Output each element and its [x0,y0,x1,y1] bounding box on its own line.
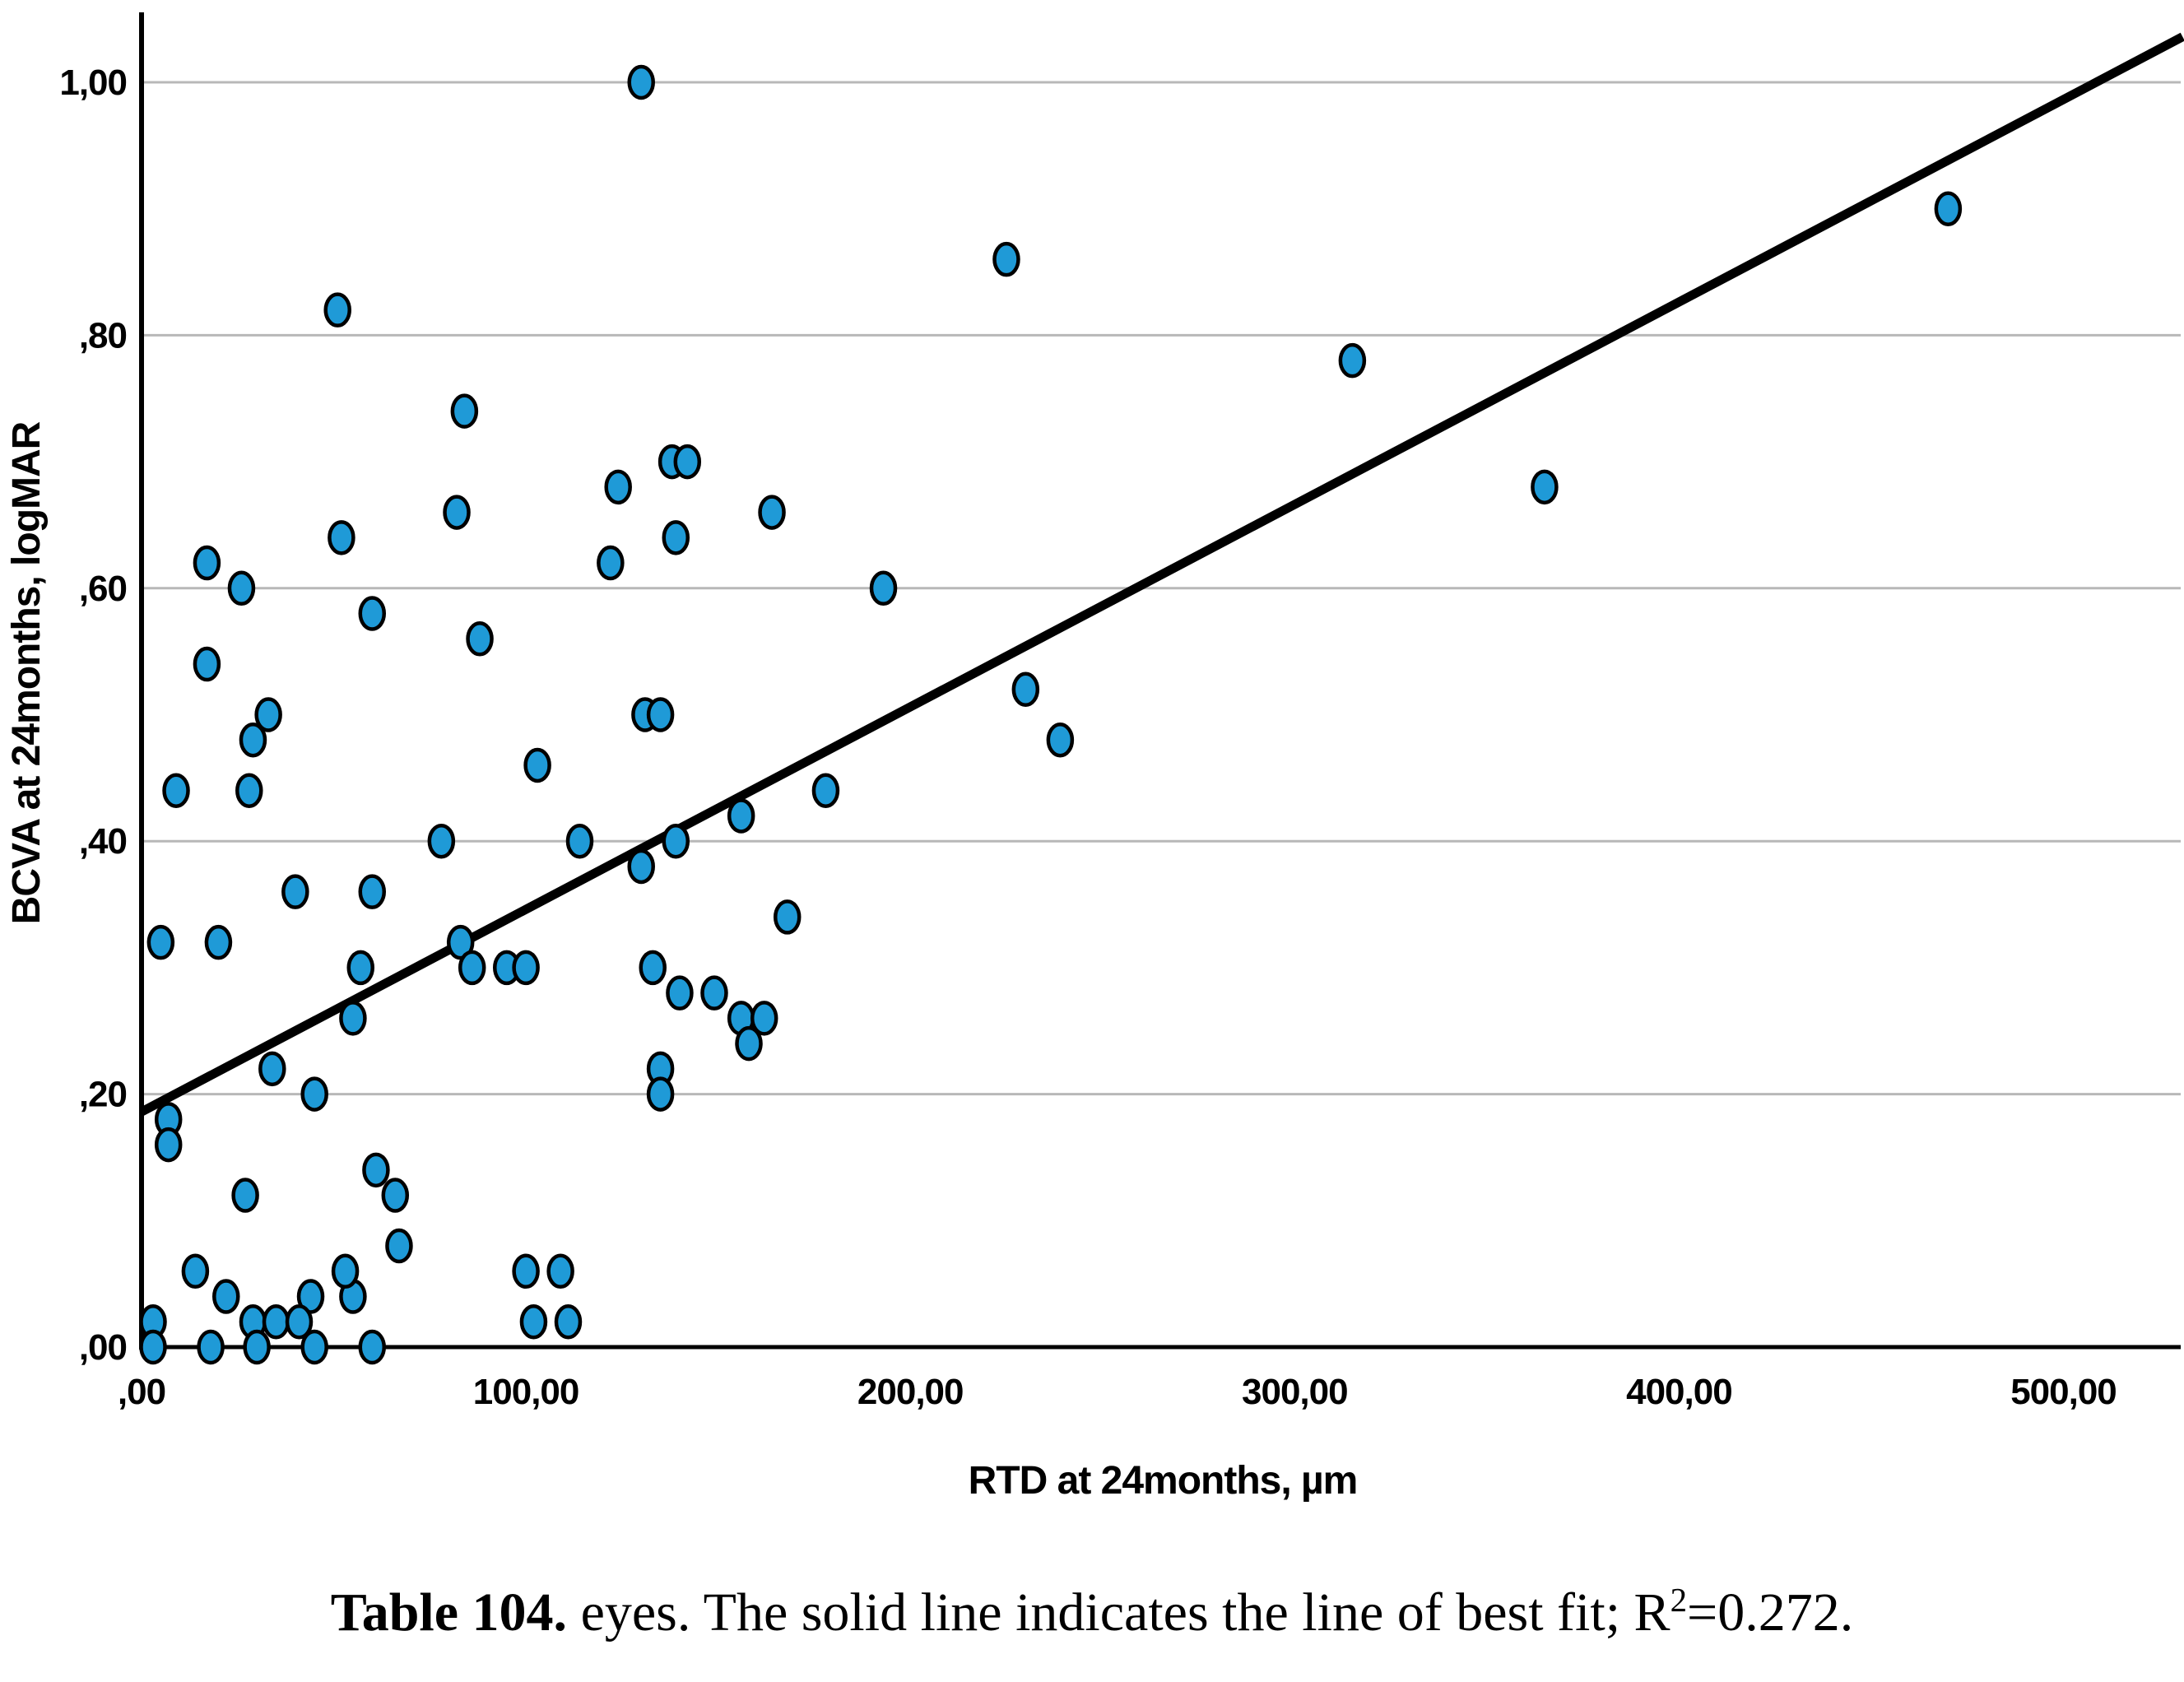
data-point [227,570,256,606]
caption-r-squared-exponent: 2 [1670,1582,1688,1619]
y-tick-label: ,80 [79,315,127,355]
data-point [243,1329,271,1365]
best-fit-line [139,32,2184,1116]
data-point [450,393,479,429]
figure-caption: Table 104. eyes. The solid line indicate… [0,1582,2184,1644]
data-point [565,823,594,859]
data-point [212,1279,240,1314]
x-tick-label: 200,00 [857,1372,964,1412]
scatter-chart: ,00 100,00 200,00 300,00 400,00 500,00 ,00 ,20… [5,12,2184,1503]
data-point [662,823,690,859]
data-point [193,646,221,682]
x-tick-label: 400,00 [1626,1372,1732,1412]
data-points [139,64,1963,1365]
data-point [339,1001,367,1036]
data-point [285,1304,314,1340]
data-point [328,520,355,555]
data-point [458,950,486,986]
caption-table-number: Table 104. [330,1582,568,1643]
data-point [1934,191,1963,226]
data-point [519,1304,548,1340]
data-point [300,1076,328,1112]
gridlines [142,81,2181,1096]
data-point [1046,722,1075,758]
data-point [773,899,802,935]
data-point [673,444,702,480]
data-point [443,495,471,530]
data-point [427,823,456,859]
x-axis-tick-labels: ,00 100,00 200,00 300,00 400,00 500,00 [118,1372,2117,1412]
data-point [554,1304,583,1340]
data-point [358,1329,387,1365]
caption-suffix: =0.272. [1687,1582,1854,1643]
x-tick-label: ,00 [118,1372,165,1412]
data-point [992,241,1020,277]
x-tick-label: 500,00 [2010,1372,2117,1412]
data-point [512,950,540,986]
data-point [258,1051,286,1087]
data-point [869,570,898,606]
y-axis-title: BCVA at 24months, logMAR [5,421,49,924]
data-point [197,1329,225,1365]
data-point [627,64,655,100]
y-tick-label: 1,00 [59,63,127,103]
y-tick-label: ,60 [79,569,127,609]
data-point [1338,342,1367,379]
data-point [139,1329,167,1365]
data-point [362,1152,390,1188]
data-point [193,545,221,581]
data-point [358,874,387,909]
caption-body: eyes. The solid line indicates the line … [567,1582,1671,1643]
y-tick-label: ,00 [79,1327,127,1368]
data-point [235,773,263,808]
data-point [639,950,667,986]
data-point [512,1253,540,1289]
data-point [750,1001,778,1036]
data-point [262,1304,290,1340]
data-point [546,1253,574,1289]
data-point [146,924,175,960]
data-point [381,1178,410,1213]
data-point [181,1253,210,1289]
data-point [466,621,494,657]
data-point [666,975,694,1011]
data-point [523,747,551,783]
data-point [346,950,374,986]
data-point [162,773,190,808]
data-point [604,469,632,505]
data-point [700,975,728,1011]
data-point [154,1127,183,1163]
x-axis-title: RTD at 24months, µm [969,1459,1358,1503]
data-point [296,1279,325,1314]
data-point [358,596,387,631]
y-tick-label: ,40 [79,821,127,862]
x-tick-label: 300,00 [1242,1372,1348,1412]
data-point [646,697,675,732]
data-point [300,1329,328,1365]
data-point [811,773,840,808]
data-point [1531,469,1559,505]
data-point [1011,671,1040,708]
data-point [727,798,755,834]
data-point [735,1025,763,1062]
data-point [446,924,475,960]
y-axis-tick-labels: ,00 ,20 ,40 ,60 ,80 1,00 [59,63,128,1368]
data-point [627,848,655,885]
data-point [331,1253,360,1289]
x-tick-label: 100,00 [473,1372,579,1412]
data-point [254,697,282,732]
data-point [646,1076,675,1112]
data-point [662,520,690,555]
axes [139,12,2181,1350]
data-point [204,924,233,960]
data-point [323,292,351,328]
data-point [281,874,309,909]
data-point [597,545,625,581]
data-point [385,1228,413,1264]
data-point [239,722,267,758]
data-point [758,495,786,530]
data-point [231,1178,259,1213]
y-tick-label: ,20 [79,1075,127,1115]
